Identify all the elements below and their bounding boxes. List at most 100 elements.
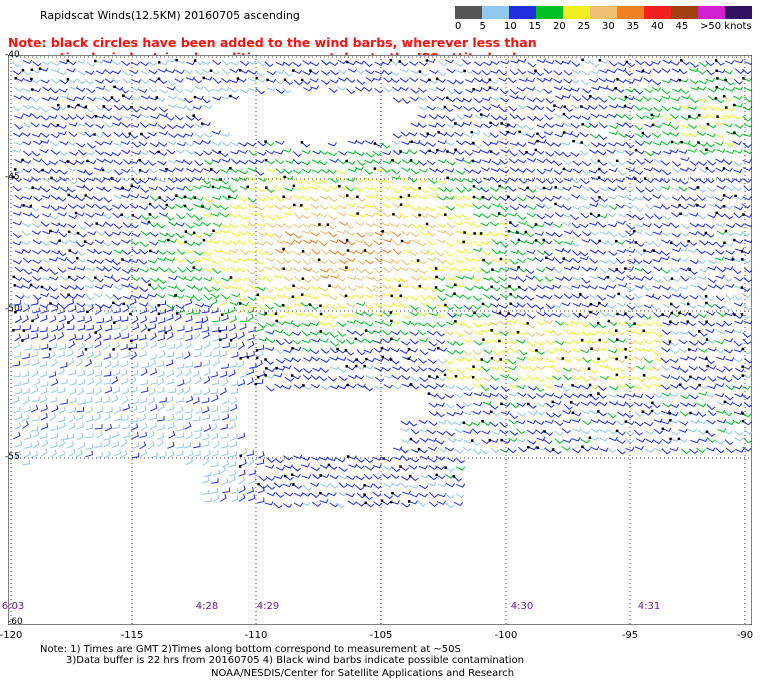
wind-barb (446, 419, 456, 426)
wind-barb (121, 333, 129, 339)
contamination-marker (509, 221, 512, 224)
wind-barb (689, 160, 699, 166)
contamination-marker (407, 348, 411, 351)
wind-barb (175, 352, 184, 359)
wind-barb (383, 322, 393, 327)
contamination-marker (266, 78, 269, 82)
wind-barb (337, 59, 347, 65)
wind-barb (428, 87, 438, 92)
contamination-marker (389, 500, 393, 504)
wind-barb (418, 465, 428, 470)
wind-barb (111, 395, 119, 403)
contamination-marker (588, 383, 592, 387)
contamination-marker (382, 457, 385, 460)
contamination-marker (527, 446, 530, 449)
contamination-marker (498, 184, 501, 188)
wind-barb (112, 294, 122, 301)
wind-barb (186, 284, 196, 290)
wind-barb (651, 349, 661, 356)
wind-barb (462, 159, 473, 165)
wind-barb (57, 71, 67, 76)
wind-barb (282, 168, 293, 174)
wind-barb (13, 450, 21, 458)
wind-barb (140, 133, 150, 140)
wind-barb (329, 305, 339, 311)
wind-barb (346, 202, 357, 208)
wind-barb (30, 299, 39, 306)
contamination-marker (238, 465, 242, 468)
wind-barb (159, 89, 169, 94)
wind-barb (84, 284, 95, 289)
wind-barb (293, 194, 303, 200)
wind-barb (408, 176, 418, 183)
wind-barb (13, 95, 23, 100)
wind-barb (426, 429, 437, 435)
wind-barb (642, 268, 652, 275)
wind-barb (230, 276, 240, 283)
wind-barb (15, 294, 25, 300)
contamination-marker (706, 122, 710, 126)
wind-barb (409, 331, 419, 337)
wind-barb (374, 357, 384, 362)
wind-barb (427, 437, 437, 443)
wind-barb (518, 187, 528, 192)
wind-barb (500, 402, 511, 407)
colorbar-label: 5 (479, 21, 486, 32)
wind-barb (157, 238, 167, 244)
wind-barb (320, 70, 330, 76)
wind-barb (742, 332, 752, 338)
wind-barb (661, 329, 671, 335)
wind-barb (573, 356, 583, 362)
wind-barb (240, 448, 248, 456)
wind-barb (229, 68, 239, 74)
contamination-marker (498, 339, 501, 343)
wind-barb (618, 213, 628, 218)
wind-barb (51, 177, 61, 183)
wind-barb (391, 258, 401, 265)
wind-barb (426, 160, 436, 166)
wind-barb (445, 195, 455, 201)
wind-barb (75, 334, 84, 341)
wind-barb (275, 492, 285, 498)
wind-barb (696, 204, 707, 209)
wind-barb (302, 250, 312, 256)
wind-barb (741, 249, 751, 255)
wind-barb (418, 275, 428, 281)
contamination-marker (689, 411, 692, 415)
wind-barb (247, 221, 257, 228)
wind-barb (671, 232, 681, 238)
wind-barb (444, 393, 454, 399)
wind-barb (337, 491, 348, 497)
wind-barb (444, 446, 455, 452)
wind-barb (85, 213, 95, 218)
wind-barb (436, 430, 446, 436)
wind-barb (662, 340, 672, 346)
wind-barb (725, 185, 736, 192)
wind-barb (573, 168, 583, 174)
wind-barb (536, 158, 546, 164)
contamination-marker (345, 266, 348, 269)
contamination-marker (580, 338, 584, 342)
wind-barb (392, 159, 402, 165)
contamination-marker (21, 339, 24, 342)
wind-barb (391, 466, 401, 473)
wind-barb (741, 286, 751, 293)
wind-barb (527, 411, 537, 416)
wind-barb (211, 450, 219, 457)
wind-barb (618, 97, 628, 102)
wind-barb (480, 187, 490, 193)
wind-barb (364, 338, 374, 344)
contamination-marker (525, 151, 528, 154)
wind-barb (446, 88, 456, 95)
wind-barb (318, 375, 328, 382)
wind-barb (428, 474, 438, 481)
wind-barb (598, 160, 608, 167)
contamination-marker (481, 302, 485, 306)
wind-barb (489, 438, 499, 443)
wind-barb (274, 176, 284, 182)
wind-barb (94, 442, 102, 448)
wind-barb (239, 459, 247, 467)
wind-barb (625, 295, 635, 301)
wind-barb (310, 466, 320, 472)
contamination-marker (110, 96, 114, 99)
